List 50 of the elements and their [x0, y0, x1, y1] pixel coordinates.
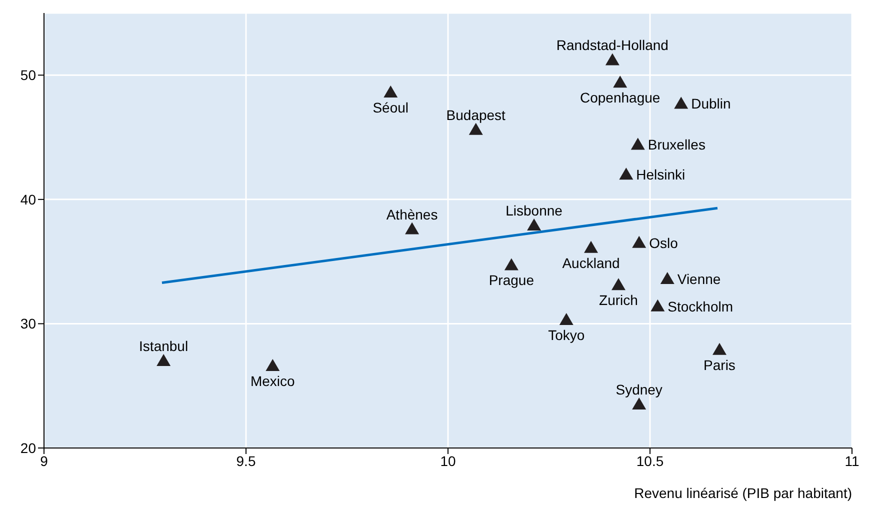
x-tick-label: 9 [40, 452, 48, 469]
annotation: Paris [704, 356, 736, 373]
point [632, 398, 646, 410]
point [712, 342, 726, 355]
point [468, 122, 483, 135]
point [660, 272, 674, 284]
y-tick-label: 30 [20, 316, 36, 332]
annotation: Tokyo [548, 326, 585, 343]
annotation: Dublin [691, 96, 731, 112]
x-axis-title: Revenu linéarisé (PIB par habitant) [634, 485, 852, 501]
annotation: Stockholm [668, 298, 734, 314]
x-tick-label: 10.5 [636, 452, 664, 469]
annotation: Istanbul [139, 338, 188, 354]
annotation: Oslo [649, 234, 678, 251]
point [527, 218, 542, 231]
point [632, 236, 646, 248]
point [504, 258, 518, 270]
annotation: Athènes [386, 206, 438, 222]
point [584, 240, 598, 253]
point [650, 299, 665, 312]
point [630, 138, 645, 150]
y-tick-label: 50 [20, 67, 36, 84]
annotation: Budapest [446, 106, 506, 123]
annotation: Randstad-Holland [556, 37, 668, 54]
annotation: Bruxelles [648, 136, 706, 153]
y-tick-label: 40 [20, 191, 36, 208]
point [156, 354, 171, 366]
annotation: Auckland [562, 254, 620, 271]
annotation: Prague [488, 272, 534, 288]
point [405, 222, 420, 234]
point [605, 53, 620, 66]
annotation: Helsinki [636, 166, 686, 183]
annotation: Mexico [250, 372, 296, 389]
x-tick-label: 9.5 [236, 452, 256, 469]
point [619, 168, 634, 180]
point [559, 312, 574, 325]
point [613, 76, 628, 88]
annotation: Copenhague [580, 90, 660, 106]
x-tick-label: 10 [440, 452, 456, 469]
annotation: Sydney [616, 382, 662, 398]
point [611, 278, 626, 290]
x-tick-label: 11 [844, 452, 860, 469]
point [266, 358, 280, 371]
point [674, 96, 688, 109]
y-tick-label: 20 [20, 440, 36, 456]
annotation: Vienne [677, 270, 721, 287]
annotation: Lisbonne [506, 202, 563, 219]
point [384, 86, 398, 98]
annotation: Zurich [599, 292, 638, 308]
annotation: Séoul [372, 99, 409, 116]
